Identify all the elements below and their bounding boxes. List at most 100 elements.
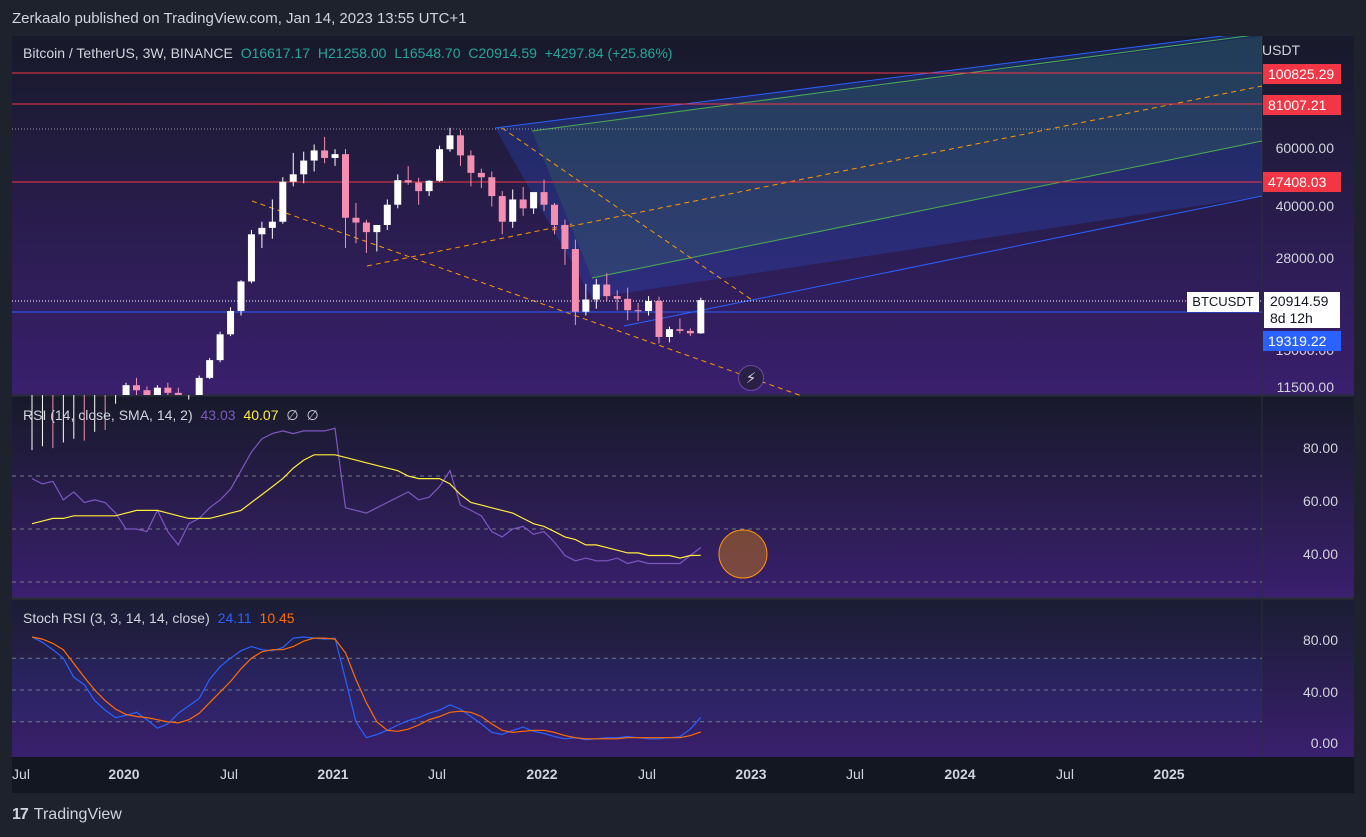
- candle-body: [634, 310, 642, 312]
- channel-base-line: [623, 299, 753, 327]
- highlight-circle: [718, 529, 768, 579]
- last-price-value: 20914.59: [1270, 293, 1329, 309]
- candle-body: [310, 150, 318, 161]
- candle-body: [488, 177, 496, 197]
- candle-body: [164, 387, 172, 393]
- rsi-ma-line: [31, 454, 701, 559]
- candle-body: [237, 281, 245, 311]
- rsi-value: 43.03: [200, 407, 236, 423]
- time-label-jul-2023: Jul: [846, 766, 864, 782]
- close-value: C20914.59: [468, 45, 537, 61]
- open-value: O16617.17: [240, 45, 311, 61]
- channel-outer-fill: [495, 36, 1262, 298]
- time-label-jul-2022: Jul: [638, 766, 656, 782]
- symbol-title[interactable]: Bitcoin / TetherUS, 3W, BINANCE: [23, 45, 233, 61]
- symbol-price-tag: BTCUSDT: [1187, 292, 1259, 312]
- candle-body: [676, 329, 684, 331]
- time-axis-bg: [12, 757, 1354, 793]
- candle-body: [519, 199, 527, 209]
- candle-body: [227, 310, 235, 335]
- rsi-tick-60: 60.00: [1302, 493, 1338, 509]
- candle-body: [509, 199, 517, 222]
- candle-body: [582, 299, 590, 312]
- time-label-2023: 2023: [735, 766, 767, 782]
- channel-lower-line: [751, 195, 1263, 301]
- candle-body: [540, 192, 548, 205]
- candle-body: [686, 330, 694, 334]
- channel-green-upper: [531, 36, 1251, 132]
- stoch-k-value: 24.11: [217, 610, 252, 626]
- candle-body: [268, 221, 276, 228]
- rsi-tick-80: 80.00: [1302, 440, 1338, 456]
- level-tag-47408: 47408.03: [1263, 172, 1341, 192]
- chart-canvas[interactable]: [12, 36, 1354, 793]
- time-label-2024: 2024: [944, 766, 976, 782]
- level-tag-81007: 81007.21: [1263, 95, 1341, 115]
- candle-body: [174, 392, 182, 395]
- price-legend: Bitcoin / TetherUS, 3W, BINANCE O16617.1…: [23, 45, 676, 61]
- candle-body: [561, 224, 569, 250]
- candle-body: [352, 217, 360, 223]
- time-label-jul-2019: Jul: [12, 766, 30, 782]
- time-label-2022: 2022: [526, 766, 558, 782]
- candle-body: [655, 300, 663, 337]
- rsi-title[interactable]: RSI (14, close, SMA, 14, 2): [23, 407, 193, 423]
- candle-body: [122, 385, 130, 395]
- candle-body: [279, 181, 287, 222]
- rsi-null-2: ∅: [306, 407, 319, 423]
- candle-body: [394, 180, 402, 205]
- candle-body: [289, 174, 297, 182]
- candle-body: [362, 222, 370, 233]
- stoch-tick-40: 40.00: [1302, 684, 1338, 700]
- level-tag-100825: 100825.29: [1263, 64, 1341, 84]
- high-value: H21258.00: [317, 45, 387, 61]
- candle-body: [665, 329, 673, 337]
- main-pane-bg: [12, 36, 1354, 395]
- candle-body: [425, 180, 433, 192]
- candle-body: [456, 135, 464, 156]
- candle-body: [645, 300, 653, 311]
- candle-body: [247, 234, 255, 282]
- rsi-tick-40: 40.00: [1302, 546, 1338, 562]
- candle-body: [477, 172, 485, 178]
- time-label-jul-2020: Jul: [220, 766, 238, 782]
- trend-line: [251, 200, 803, 397]
- publish-info: Zerkaalo published on TradingView.com, J…: [12, 10, 467, 27]
- candle-body: [436, 149, 444, 181]
- candle-body: [404, 180, 412, 183]
- candle-body: [613, 296, 621, 299]
- candle-body: [530, 192, 538, 209]
- channel-green-lower: [591, 140, 1263, 279]
- candle-body: [195, 377, 203, 395]
- rsi-legend: RSI (14, close, SMA, 14, 2) 43.03 40.07 …: [23, 407, 323, 424]
- candle-body: [383, 204, 391, 225]
- price-tick-28000: 28000.00: [1275, 250, 1334, 266]
- candle-body: [551, 204, 558, 225]
- candle-body: [321, 150, 329, 158]
- candle-body: [571, 249, 579, 312]
- stoch-legend: Stoch RSI (3, 3, 14, 14, close) 24.11 10…: [23, 610, 299, 626]
- time-label-2020: 2020: [108, 766, 140, 782]
- time-label-jul-2021: Jul: [428, 766, 446, 782]
- publish-header: Zerkaalo published on TradingView.com, J…: [0, 0, 1366, 36]
- candle-body: [624, 298, 632, 311]
- last-price-tag: 20914.59 8d 12h: [1264, 292, 1340, 328]
- lightning-icon[interactable]: ⚡: [738, 365, 764, 391]
- stoch-band-fill: [12, 658, 1262, 722]
- stoch-title[interactable]: Stoch RSI (3, 3, 14, 14, close): [23, 610, 210, 626]
- candle-body: [342, 154, 349, 218]
- price-tick-60000: 60000.00: [1275, 140, 1334, 156]
- candle-body: [467, 155, 475, 173]
- rsi-line: [31, 427, 702, 565]
- candle-body: [133, 385, 140, 391]
- change-value: +4297.84 (+25.86%): [544, 45, 673, 61]
- median-line: [551, 85, 1263, 231]
- level-tag-19319: 19319.22: [1263, 331, 1341, 351]
- candle-body: [446, 135, 454, 150]
- rsi-pane-bg: [12, 396, 1354, 598]
- time-label-2021: 2021: [317, 766, 349, 782]
- candle-body: [153, 387, 161, 395]
- tradingview-brand: TradingView: [33, 806, 122, 823]
- candle-body: [415, 182, 423, 192]
- channel-upper-line: [494, 36, 1227, 129]
